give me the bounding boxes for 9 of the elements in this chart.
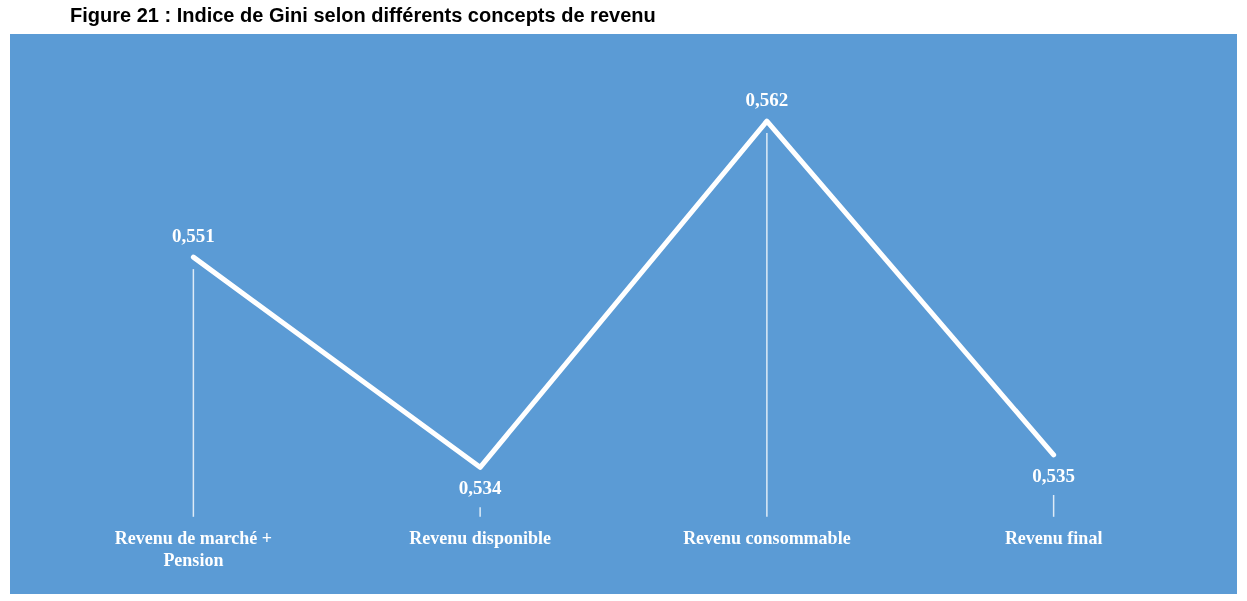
data-label: 0,535 (1032, 464, 1075, 486)
data-label: 0,562 (745, 89, 789, 110)
chart-title: Figure 21 : Indice de Gini selon différents concepts de revenu (70, 4, 656, 27)
x-tick-label: Revenu disponible (409, 528, 551, 549)
x-tick-label: Revenu de marché + Pension (114, 528, 273, 570)
x-tick-label: Revenu final (1004, 528, 1103, 549)
data-label: 0,534 (458, 477, 502, 499)
data-label: 0,551 (172, 225, 215, 247)
x-tick-label: Revenu consommable (683, 528, 851, 549)
